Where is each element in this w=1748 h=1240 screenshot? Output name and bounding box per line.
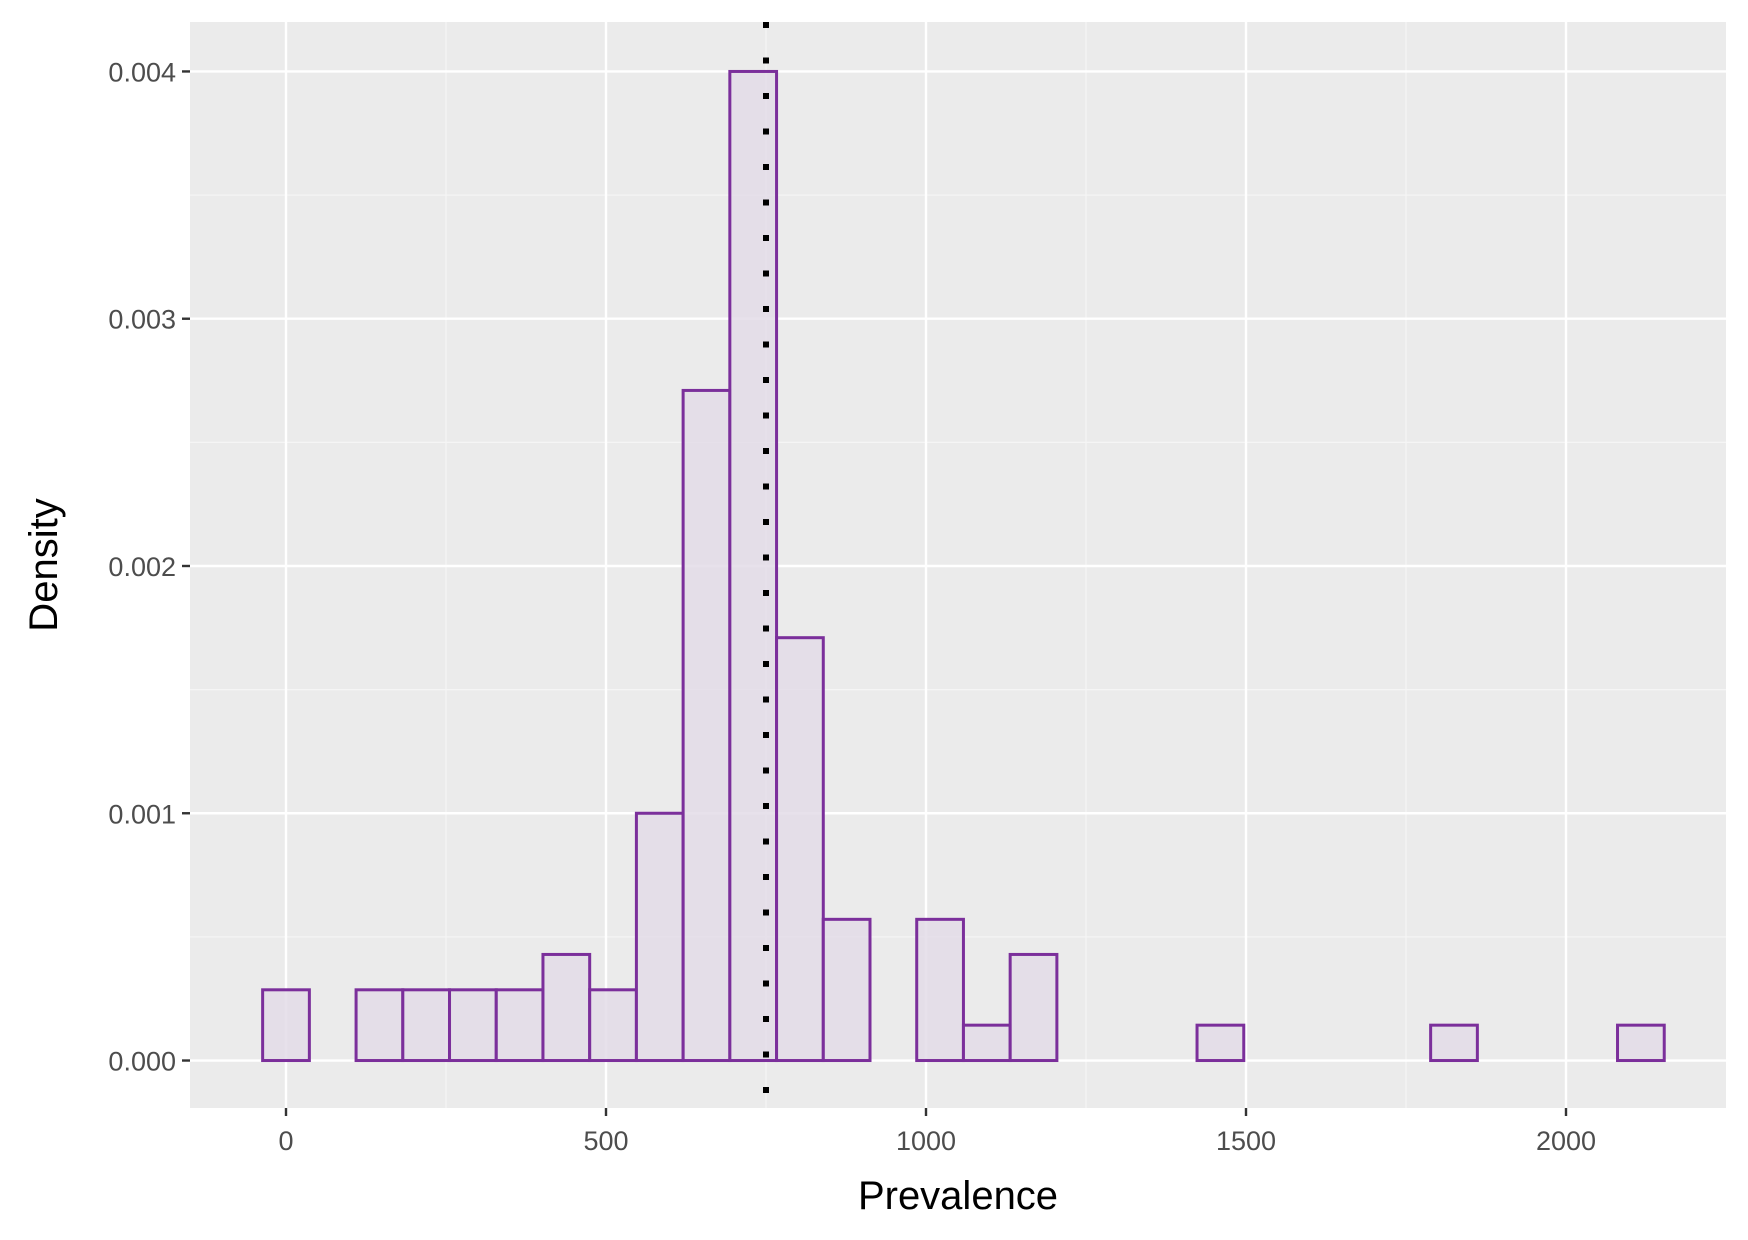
histogram-bar (1195, 1023, 1246, 1063)
histogram-bar (354, 988, 405, 1063)
y-tick-label: 0.000 (108, 1047, 176, 1077)
y-axis-title: Density (22, 498, 66, 631)
y-tick-label: 0.001 (108, 799, 176, 829)
x-tick-label: 1000 (896, 1126, 956, 1156)
x-tick-label: 2000 (1536, 1126, 1596, 1156)
histogram-bars (261, 69, 1666, 1063)
x-axis-ticks: 0 500 1000 1500 2000 (278, 1108, 1596, 1156)
y-tick-label: 0.002 (108, 552, 176, 582)
histogram-bar (681, 388, 732, 1063)
histogram-bar (401, 988, 452, 1063)
y-tick-label: 0.003 (108, 305, 176, 335)
x-tick-label: 500 (583, 1126, 628, 1156)
histogram-bar (821, 917, 872, 1063)
x-tick-label: 1500 (1216, 1126, 1276, 1156)
histogram-bar (1008, 952, 1059, 1063)
histogram-bar (261, 988, 311, 1063)
histogram-bar (541, 952, 592, 1063)
histogram-bar (1616, 1023, 1666, 1063)
x-tick-label: 0 (278, 1126, 293, 1156)
histogram-bar (494, 988, 545, 1063)
histogram-bar (915, 917, 965, 1063)
x-axis-title: Prevalence (858, 1174, 1058, 1218)
histogram-bar (448, 988, 498, 1063)
histogram-bar (961, 1023, 1012, 1063)
histogram-bar (1429, 1023, 1479, 1063)
histogram-bar (775, 636, 825, 1063)
histogram-bar (634, 811, 685, 1063)
y-tick-label: 0.004 (108, 57, 176, 87)
histogram-bar (588, 988, 638, 1063)
histogram-bar (728, 69, 779, 1063)
y-axis-ticks: 0.000 0.001 0.002 0.003 0.004 (108, 57, 190, 1077)
